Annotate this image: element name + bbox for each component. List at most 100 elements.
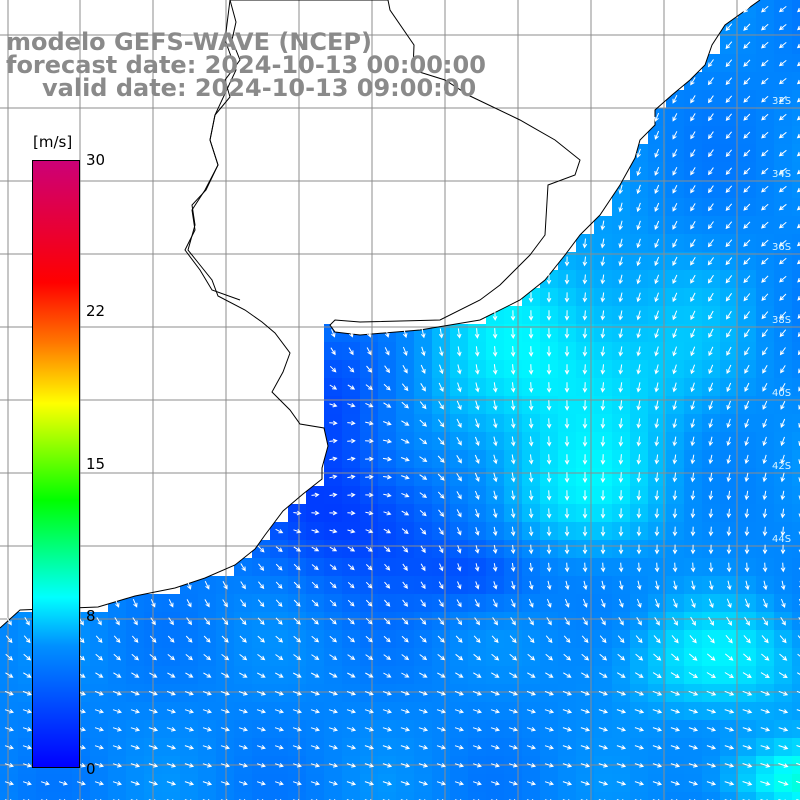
wind-arrow [724, 672, 734, 679]
wind-arrow [474, 490, 480, 500]
wind-cell [792, 360, 800, 379]
wind-arrow [184, 727, 195, 732]
wind-arrow [510, 436, 516, 447]
wind-arrow [743, 203, 751, 211]
wind-arrow [347, 474, 356, 480]
wind-arrow [166, 781, 177, 786]
wind-arrow [419, 401, 427, 410]
wind-arrow [148, 727, 159, 732]
wind-arrow [455, 672, 464, 678]
wind-arrow [778, 42, 787, 49]
wind-cell [378, 792, 397, 800]
wind-arrow [490, 763, 500, 768]
wind-arrow [292, 709, 302, 714]
wind-arrow [707, 167, 714, 176]
wind-arrow [346, 727, 357, 732]
wind-arrow [636, 382, 642, 393]
wind-cell [162, 792, 181, 800]
wind-arrow [293, 546, 302, 552]
wind-arrow [707, 77, 714, 86]
wind-cell [630, 792, 649, 800]
wind-arrow [762, 562, 768, 573]
wind-cell [468, 792, 487, 800]
wind-arrow [402, 563, 408, 571]
wind-arrow [24, 617, 30, 626]
wind-arrow [725, 95, 733, 104]
wind-arrow [346, 781, 357, 786]
wind-cell [792, 612, 800, 631]
wind-arrow [257, 599, 265, 608]
wind-arrow [725, 257, 733, 266]
wind-arrow [546, 490, 552, 501]
wind-arrow [582, 292, 588, 303]
wind-arrow [726, 346, 732, 356]
wind-arrow [670, 781, 681, 786]
wind-arrow [636, 202, 641, 213]
wind-arrow [492, 310, 498, 321]
wind-arrow [778, 113, 787, 121]
wind-arrow [419, 654, 428, 661]
wind-arrow [688, 763, 699, 768]
wind-arrow [725, 239, 733, 248]
wind-arrow [491, 635, 499, 643]
wind-arrow [186, 617, 193, 626]
border-line [184, 0, 241, 301]
wind-arrow [113, 653, 121, 661]
wind-arrow [690, 436, 696, 447]
wind-arrow [672, 364, 677, 375]
wind-cell [792, 702, 800, 721]
wind-arrow [364, 763, 375, 768]
wind-arrow [474, 617, 480, 626]
wind-arrow [238, 727, 248, 732]
wind-cell [270, 792, 289, 800]
wind-arrow [797, 295, 800, 301]
wind-arrow [690, 95, 696, 104]
wind-arrow [364, 781, 375, 786]
wind-arrow [725, 221, 733, 230]
wind-arrow [455, 635, 463, 643]
wind-arrow [796, 7, 800, 13]
wind-arrow [690, 490, 696, 501]
wind-arrow [347, 546, 356, 552]
wind-arrow [510, 580, 516, 590]
wind-arrow [457, 364, 462, 375]
wind-arrow [221, 672, 230, 678]
wind-arrow [275, 599, 283, 607]
wind-arrow [456, 473, 462, 482]
wind-arrow [132, 617, 138, 626]
wind-arrow [454, 745, 465, 750]
wind-arrow [293, 528, 302, 534]
wind-arrow [564, 580, 570, 591]
wind-arrow [708, 454, 714, 465]
wind-arrow [130, 709, 140, 714]
wind-arrow [654, 292, 659, 303]
wind-arrow [346, 709, 356, 714]
wind-arrow [94, 763, 104, 768]
wind-cell [792, 738, 800, 757]
wind-cell [558, 792, 577, 800]
wind-arrow [690, 203, 696, 212]
wind-arrow [796, 187, 800, 193]
wind-arrow [438, 581, 444, 590]
wind-arrow [796, 43, 800, 49]
wind-arrow [167, 654, 176, 661]
wind-cell [792, 108, 800, 127]
wind-arrow [600, 400, 606, 411]
wind-arrow [420, 527, 427, 535]
wind-arrow [670, 672, 680, 678]
wind-arrow [492, 328, 498, 339]
wind-cell [792, 306, 800, 325]
wind-arrow [420, 383, 426, 392]
wind-arrow [725, 113, 732, 122]
wind-arrow [439, 346, 444, 357]
wind-arrow [780, 436, 785, 447]
wind-arrow [654, 400, 660, 411]
wind-arrow [725, 185, 733, 194]
wind-arrow [184, 781, 195, 786]
wind-arrow [654, 238, 660, 249]
wind-arrow [672, 131, 678, 140]
wind-arrow [438, 400, 444, 410]
wind-arrow [581, 635, 589, 643]
wind-arrow [618, 418, 624, 429]
wind-cell [324, 792, 343, 800]
